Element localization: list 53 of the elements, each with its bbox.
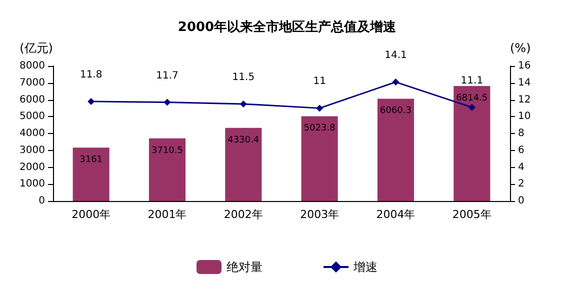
y-tick-label: 0 [38,196,45,206]
y-tick-label: 4000 [20,128,45,139]
data-label: 4330.4 [228,135,260,146]
data-label: 11.7 [156,70,178,82]
y2-axis-title: (%) [510,41,531,55]
x-tick-label: 2002年 [224,208,263,221]
y2-tick-label: 8 [518,128,524,139]
data-label: 6060.3 [380,106,412,116]
data-label: 3710.5 [152,146,183,156]
bar [454,86,490,201]
legend-label: 绝对量 [226,260,262,274]
point [392,78,400,86]
x-tick-label: 2005年 [452,208,492,221]
y-tick-label: 2000 [20,162,45,173]
bar [377,98,414,201]
data-label: 11.8 [80,69,102,80]
data-label: 6814.5 [456,94,488,104]
data-label: 5023.8 [304,124,336,134]
y2-tick-label: 14 [518,77,531,88]
point [316,104,324,112]
data-label: 11 [313,76,326,88]
point [468,104,476,111]
point [240,100,247,108]
y-axis-title: (亿元) [20,41,53,55]
bar [72,148,110,201]
point [88,98,95,105]
chart-title: 2000年以来全市地区生产总值及增速 [178,19,398,35]
y2-tick-label: 4 [518,162,524,173]
y2-tick-label: 0 [518,196,524,206]
y2-tick-label: 6 [518,144,524,156]
bar [148,138,186,201]
data-label: 3161 [80,155,103,166]
y2-tick-label: 16 [518,60,531,72]
data-label: 11.5 [232,72,255,83]
legend-label: 增速 [352,260,378,274]
y-tick-label: 8000 [20,60,45,72]
point [164,98,171,106]
bar [301,116,338,201]
data-label: 14.1 [384,50,407,62]
y-tick-label: 6000 [20,94,45,106]
y2-tick-label: 10 [518,111,531,122]
x-tick-label: 2004年 [376,208,416,221]
y-tick-label: 1000 [20,178,45,190]
x-tick-label: 2000年 [72,208,111,221]
bar [225,128,262,201]
y-tick-label: 5000 [20,111,45,122]
y-tick-label: 3000 [20,144,45,156]
x-tick-label: 2001年 [148,208,187,221]
y2-tick-label: 12 [518,94,531,106]
x-tick-label: 2003年 [300,208,340,221]
y-tick-label: 7000 [20,77,45,88]
data-label: 11.1 [460,75,484,86]
y2-tick-label: 2 [518,178,524,190]
